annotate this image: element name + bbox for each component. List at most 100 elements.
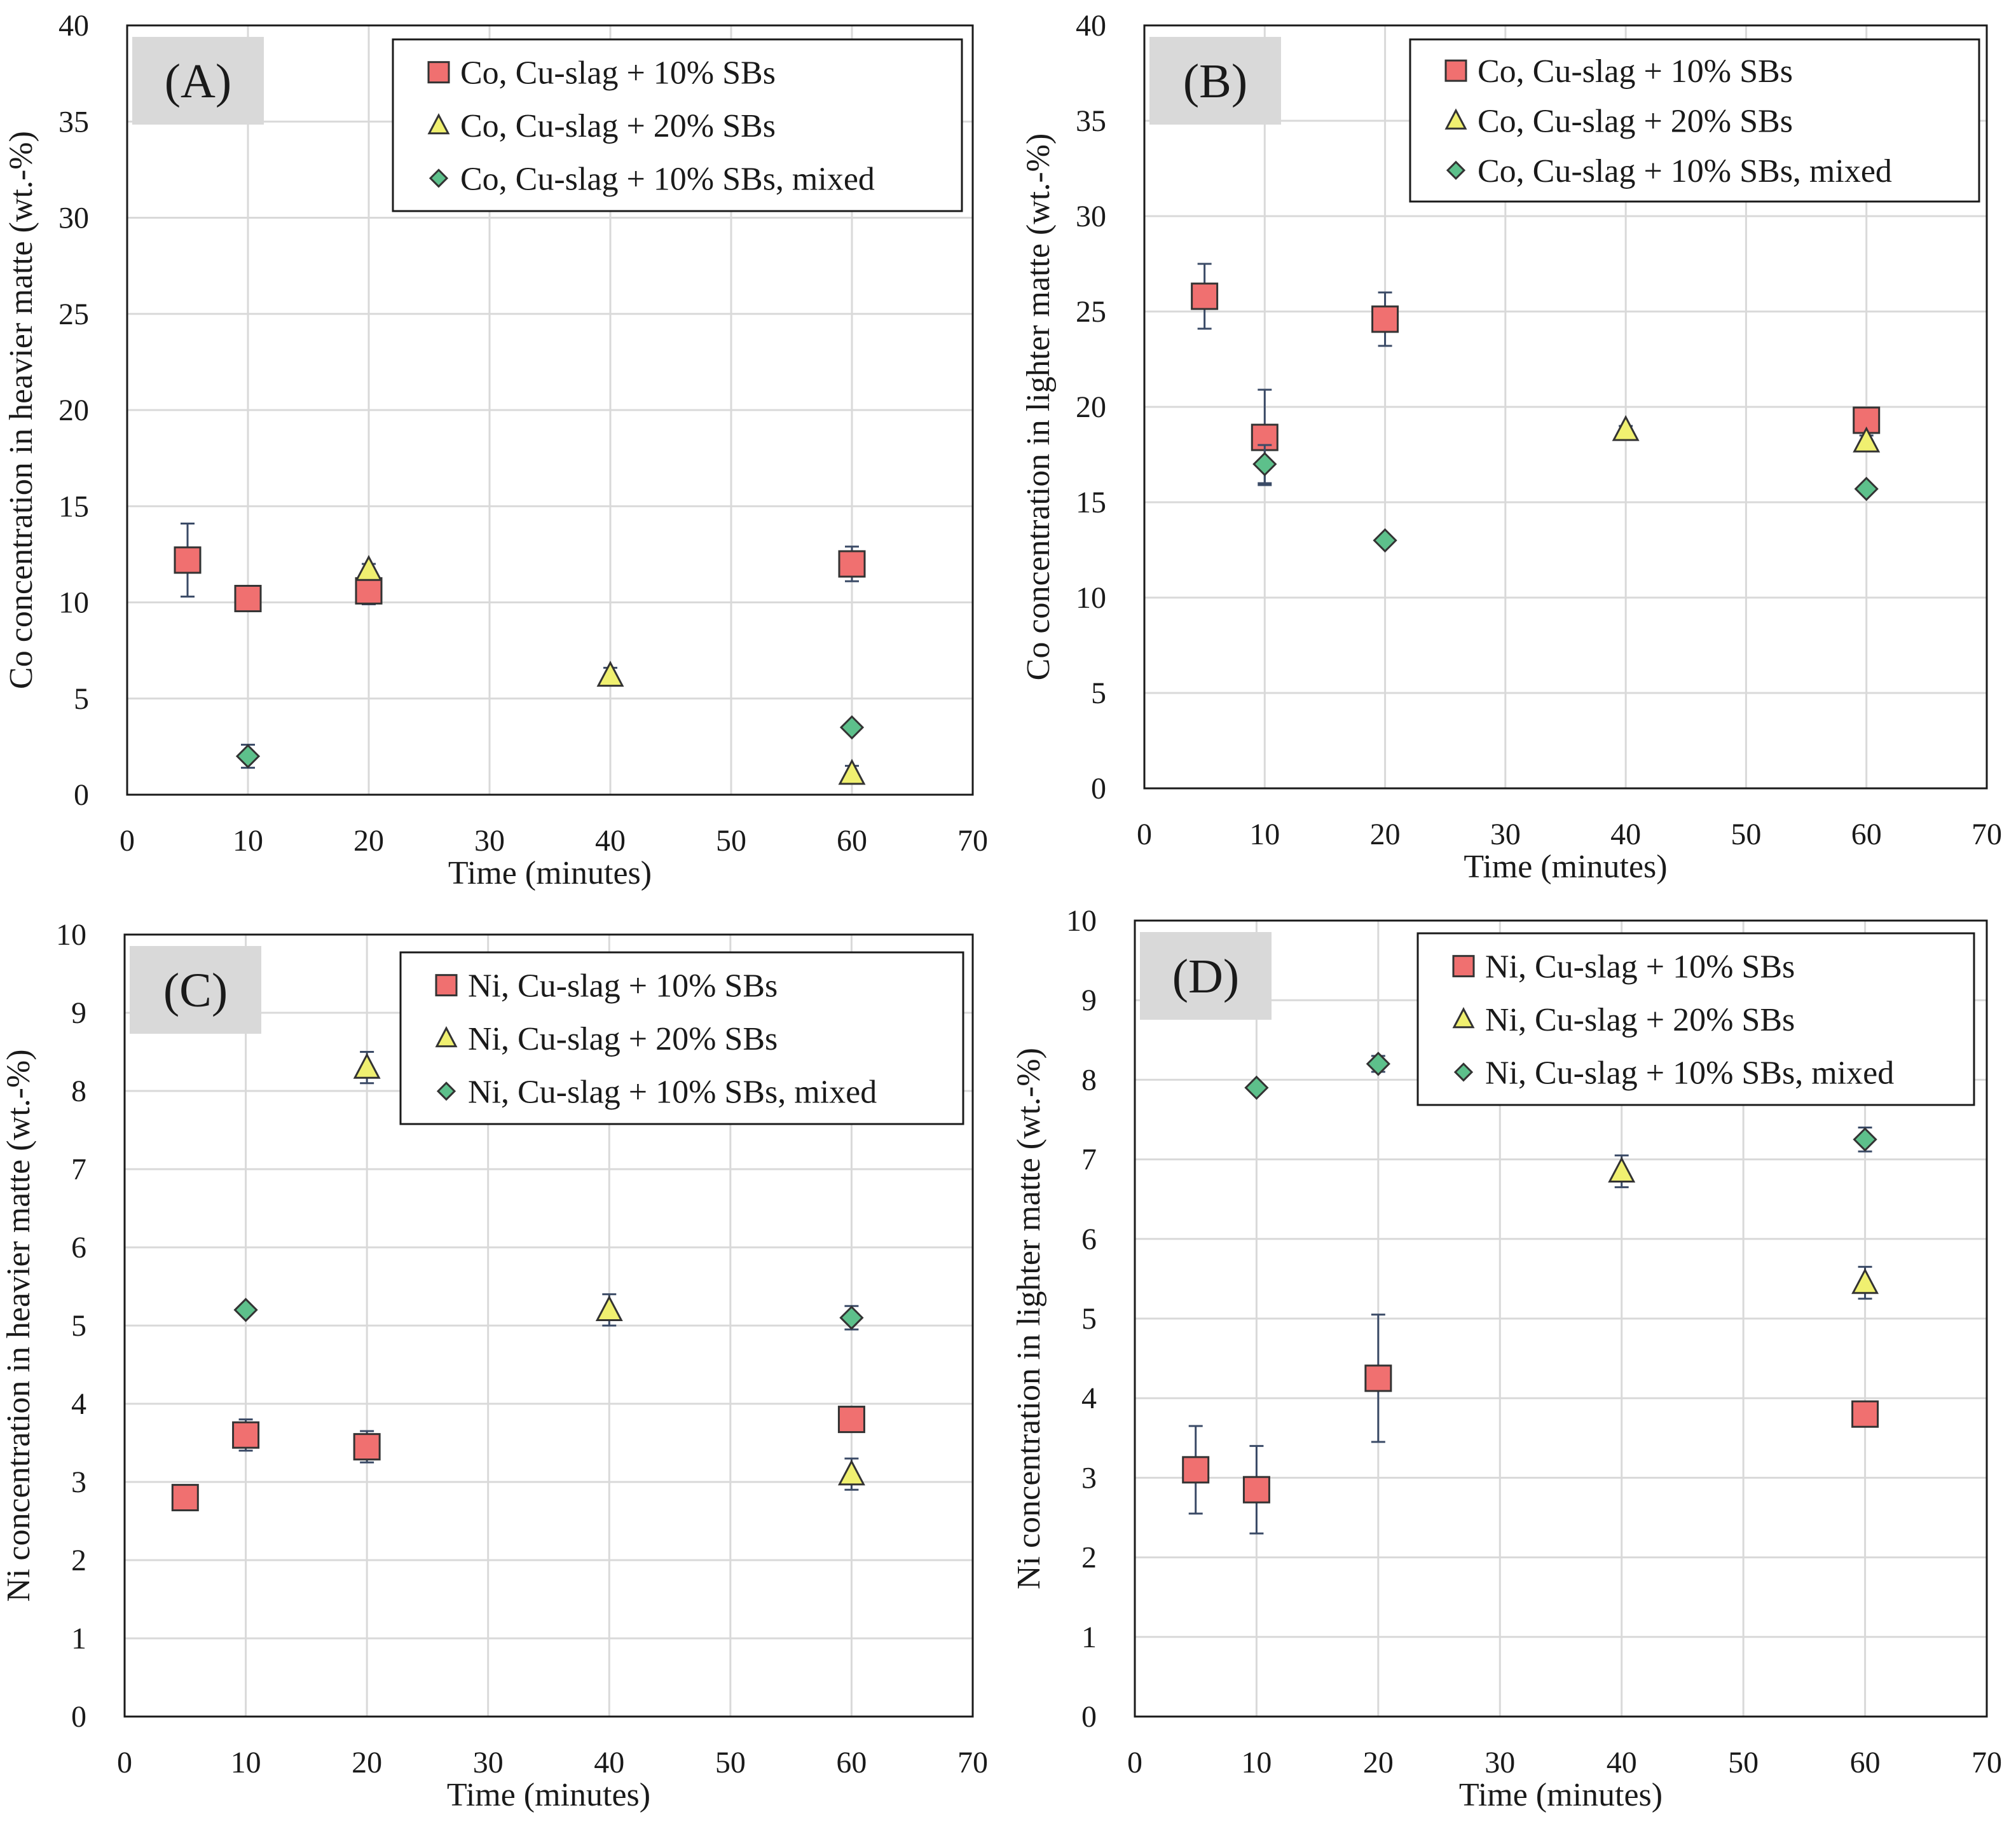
data-point-square (1191, 282, 1219, 310)
data-point-triangle (1608, 1156, 1636, 1183)
y-tick-label: 20 (58, 394, 89, 427)
legend-label: Ni, Cu-slag + 10% SBs (468, 968, 778, 1005)
y-tick-label: 5 (74, 682, 89, 716)
y-tick-label: 4 (1081, 1382, 1097, 1415)
y-tick-label: 30 (1076, 200, 1106, 233)
y-tick-label: 10 (58, 586, 89, 620)
panel-label-box (130, 946, 261, 1034)
legend-marker-diamond (429, 168, 449, 188)
x-tick-label: 60 (837, 824, 867, 858)
data-point-diamond (1244, 1075, 1269, 1101)
y-tick-label: 3 (1081, 1461, 1097, 1495)
x-tick-label: 10 (231, 1746, 261, 1779)
data-point-square (1851, 1400, 1879, 1428)
legend-box (392, 38, 963, 212)
y-tick-label: 5 (1081, 1302, 1097, 1336)
x-tick-label: 10 (1241, 1746, 1272, 1779)
legend-marker-triangle (1444, 108, 1467, 130)
x-tick-label: 60 (1850, 1746, 1881, 1779)
panel-3: 0 10 20 30 40 50 60 70 0 1 2 3 4 5 6 7 8 9 10 Time (minutes… (1011, 904, 2002, 1813)
data-point-diamond (1252, 451, 1277, 477)
y-tick-label: 1 (71, 1622, 86, 1656)
y-tick-label: 8 (71, 1074, 86, 1108)
y-tick-label: 25 (1076, 295, 1106, 329)
x-tick-label: 20 (352, 1746, 382, 1779)
y-tick-label: 10 (56, 918, 86, 952)
x-tick-label: 20 (353, 824, 384, 858)
y-tick-label: 10 (1076, 581, 1106, 615)
y-axis-label: Ni concentration in heavier matte (wt.-%… (1, 1049, 37, 1601)
x-tick-label: 0 (120, 824, 135, 858)
data-point-square (355, 577, 383, 605)
x-tick-label: 20 (1370, 818, 1401, 851)
legend-marker-square (427, 61, 450, 84)
data-point-square (838, 550, 866, 578)
data-point-square (837, 1406, 865, 1434)
x-tick-label: 60 (836, 1746, 867, 1779)
y-tick-label: 35 (58, 105, 89, 139)
y-tick-label: 5 (1091, 676, 1106, 710)
panel-2: 0 10 20 30 40 50 60 70 0 1 2 3 4 5 6 7 8 9 10 Time (minutes… (1, 918, 988, 1813)
y-tick-label: 8 (1081, 1063, 1097, 1097)
data-point-triangle (595, 1295, 623, 1322)
x-tick-label: 50 (1731, 818, 1761, 851)
legend-marker-triangle (427, 113, 450, 135)
y-tick-label: 25 (58, 298, 89, 331)
y-tick-label: 20 (1076, 390, 1106, 424)
x-tick-label: 40 (594, 1746, 624, 1779)
y-tick-label: 0 (71, 1700, 86, 1734)
y-tick-label: 0 (1091, 772, 1106, 806)
x-tick-label: 0 (1127, 1746, 1142, 1779)
data-point-triangle (838, 758, 866, 785)
legend-label: Co, Cu-slag + 10% SBs (1478, 53, 1793, 90)
data-point-square (232, 1421, 260, 1449)
x-axis-label: Time (minutes) (447, 1777, 650, 1813)
legend-marker-diamond (1453, 1062, 1474, 1082)
legend-marker-triangle (1452, 1007, 1475, 1029)
x-tick-label: 70 (957, 824, 988, 858)
legend-label: Co, Cu-slag + 10% SBs (460, 55, 776, 92)
y-tick-label: 9 (1081, 984, 1097, 1017)
x-tick-label: 40 (1610, 818, 1641, 851)
legend-box (399, 951, 964, 1125)
plot-frame (1134, 919, 1988, 1718)
x-axis-label: Time (minutes) (1464, 849, 1667, 885)
legend-label: Ni, Cu-slag + 20% SBs (468, 1021, 778, 1057)
panel-label-box (1140, 932, 1272, 1020)
x-axis-label: Time (minutes) (448, 855, 652, 891)
data-point-triangle (1851, 1268, 1879, 1294)
y-tick-label: 40 (58, 9, 89, 43)
y-tick-label: 15 (58, 490, 89, 523)
y-tick-label: 40 (1076, 9, 1106, 43)
y-tick-label: 9 (71, 996, 86, 1030)
x-tick-label: 70 (957, 1746, 988, 1779)
x-tick-label: 50 (1728, 1746, 1759, 1779)
x-tick-label: 10 (1249, 818, 1280, 851)
legend-marker-triangle (435, 1026, 458, 1048)
legend-label: Co, Cu-slag + 20% SBs (460, 108, 776, 144)
legend-box (1409, 38, 1980, 203)
x-tick-label: 30 (1490, 818, 1521, 851)
legend-marker-diamond (1446, 160, 1466, 180)
data-point-square (353, 1433, 381, 1461)
data-point-square (1371, 305, 1399, 333)
y-tick-label: 0 (74, 778, 89, 812)
y-tick-label: 30 (58, 202, 89, 235)
legend-marker-diamond (436, 1081, 456, 1101)
x-tick-label: 20 (1363, 1746, 1394, 1779)
legend-label: Co, Cu-slag + 10% SBs, mixed (1478, 153, 1892, 189)
data-point-square (1242, 1476, 1270, 1504)
legend-label: Co, Cu-slag + 20% SBs (1478, 104, 1793, 140)
data-point-diamond (1854, 476, 1879, 502)
legend-label: Ni, Cu-slag + 10% SBs (1485, 949, 1795, 985)
y-tick-label: 2 (71, 1544, 86, 1577)
x-tick-label: 30 (474, 824, 505, 858)
data-point-square (174, 546, 202, 574)
x-tick-label: 30 (473, 1746, 504, 1779)
y-axis-label: Co concentration in heavier matte (wt.-%… (3, 131, 39, 689)
y-tick-label: 6 (71, 1231, 86, 1265)
data-point-diamond (1853, 1127, 1877, 1152)
